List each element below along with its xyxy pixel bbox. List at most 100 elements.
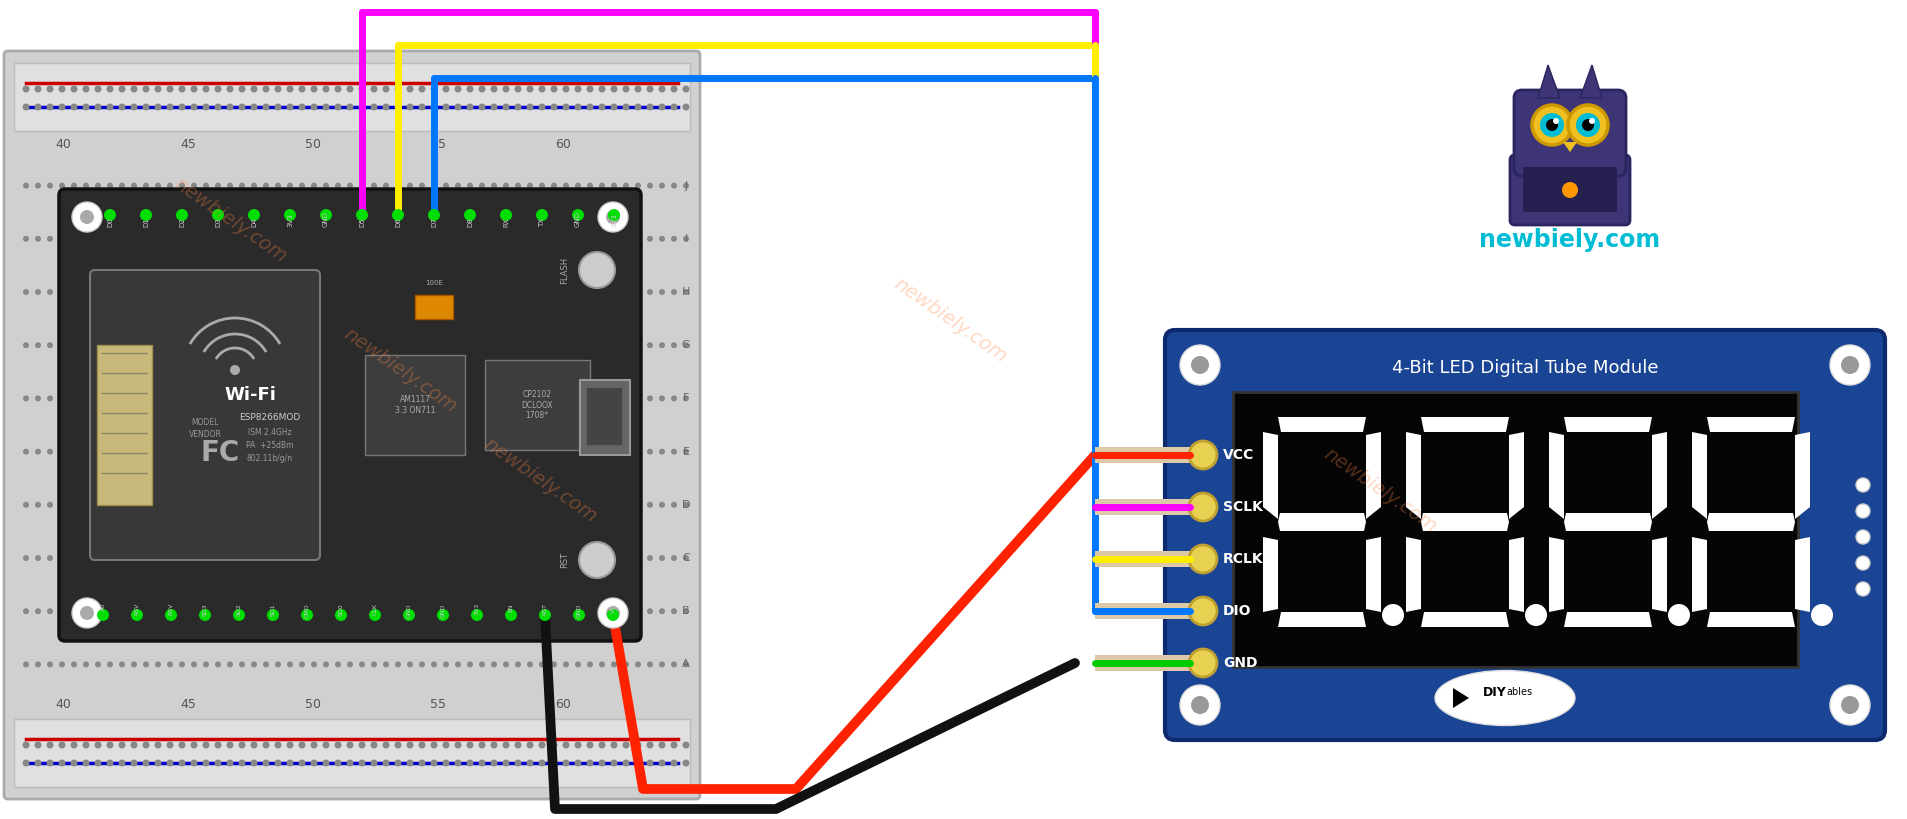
Circle shape [406, 342, 414, 348]
Text: ISM 2.4GHz: ISM 2.4GHz [248, 428, 292, 437]
Circle shape [227, 662, 233, 667]
Circle shape [118, 759, 126, 767]
Circle shape [34, 236, 40, 242]
Circle shape [563, 502, 568, 508]
Circle shape [202, 103, 210, 111]
Polygon shape [1421, 417, 1508, 432]
Circle shape [540, 342, 545, 348]
Circle shape [540, 502, 545, 508]
Circle shape [563, 289, 568, 295]
Circle shape [107, 555, 113, 561]
Circle shape [238, 85, 246, 93]
Text: 55: 55 [429, 138, 446, 152]
Circle shape [214, 85, 221, 93]
Circle shape [683, 103, 690, 111]
Circle shape [132, 662, 137, 667]
Circle shape [635, 342, 641, 348]
Circle shape [336, 449, 341, 455]
Circle shape [1180, 685, 1220, 725]
Circle shape [71, 183, 76, 188]
Circle shape [622, 85, 629, 93]
Circle shape [1192, 696, 1209, 714]
Circle shape [143, 609, 149, 614]
Circle shape [395, 502, 400, 508]
Circle shape [587, 449, 593, 455]
Circle shape [587, 741, 593, 749]
Text: 4-Bit LED Digital Tube Module: 4-Bit LED Digital Tube Module [1392, 359, 1659, 377]
Text: newbiely.com: newbiely.com [1320, 444, 1440, 536]
Circle shape [166, 609, 177, 621]
Text: EN: EN [509, 603, 513, 612]
Text: A: A [683, 659, 690, 669]
Circle shape [646, 289, 652, 295]
Circle shape [610, 741, 618, 749]
Circle shape [359, 85, 366, 93]
Circle shape [311, 183, 317, 188]
Circle shape [347, 609, 353, 614]
Circle shape [587, 183, 593, 188]
Circle shape [372, 555, 378, 561]
Circle shape [250, 103, 257, 111]
Circle shape [1188, 441, 1217, 469]
Circle shape [267, 609, 278, 621]
Circle shape [660, 502, 666, 508]
Circle shape [286, 555, 294, 561]
Circle shape [406, 103, 414, 111]
Circle shape [275, 236, 280, 242]
Circle shape [143, 183, 149, 188]
Circle shape [395, 662, 400, 667]
Circle shape [322, 342, 330, 348]
Circle shape [23, 555, 29, 561]
Circle shape [454, 741, 461, 749]
Circle shape [526, 396, 532, 401]
Circle shape [420, 555, 425, 561]
Circle shape [1180, 345, 1220, 385]
Circle shape [395, 103, 402, 111]
Circle shape [624, 609, 629, 614]
Circle shape [406, 236, 414, 242]
Bar [1095, 603, 1196, 619]
Circle shape [490, 662, 498, 667]
Circle shape [372, 502, 378, 508]
Polygon shape [1278, 417, 1365, 432]
Circle shape [299, 396, 305, 401]
Circle shape [202, 555, 210, 561]
Circle shape [286, 183, 294, 188]
Circle shape [252, 289, 257, 295]
Circle shape [431, 759, 437, 767]
Circle shape [538, 759, 545, 767]
Circle shape [95, 236, 101, 242]
Text: GND: GND [576, 211, 582, 227]
Bar [1095, 499, 1196, 515]
Circle shape [299, 85, 305, 93]
Text: D1: D1 [143, 217, 149, 227]
Circle shape [587, 662, 593, 667]
Circle shape [263, 103, 269, 111]
Circle shape [143, 289, 149, 295]
Circle shape [107, 662, 113, 667]
Circle shape [587, 85, 593, 93]
Circle shape [683, 502, 688, 508]
Text: Vin: Vin [610, 603, 616, 613]
Circle shape [372, 236, 378, 242]
Circle shape [1575, 113, 1600, 137]
Text: RST: RST [542, 603, 547, 615]
Circle shape [132, 609, 137, 614]
Circle shape [275, 342, 280, 348]
Circle shape [132, 342, 137, 348]
Circle shape [59, 236, 65, 242]
Circle shape [48, 289, 53, 295]
Text: GND: GND [576, 603, 582, 618]
Circle shape [467, 183, 473, 188]
Circle shape [299, 609, 305, 614]
Circle shape [420, 609, 425, 614]
Circle shape [526, 236, 532, 242]
Circle shape [456, 449, 461, 455]
Circle shape [263, 502, 269, 508]
Circle shape [59, 741, 65, 749]
Circle shape [311, 449, 317, 455]
Circle shape [370, 759, 378, 767]
Circle shape [34, 85, 42, 93]
Circle shape [202, 183, 210, 188]
Text: DIO: DIO [1222, 604, 1251, 618]
